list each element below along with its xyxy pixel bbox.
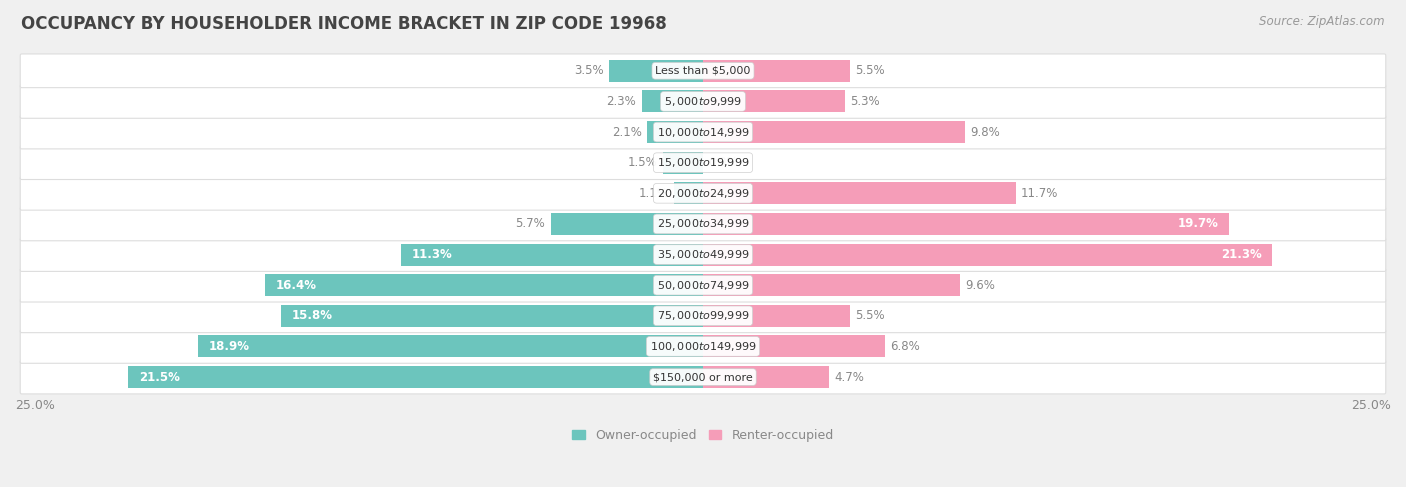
- Text: 5.5%: 5.5%: [855, 309, 884, 322]
- Text: $75,000 to $99,999: $75,000 to $99,999: [657, 309, 749, 322]
- Bar: [703, 336, 884, 357]
- Text: $150,000 or more: $150,000 or more: [654, 372, 752, 382]
- FancyBboxPatch shape: [20, 176, 1386, 210]
- FancyBboxPatch shape: [20, 115, 1386, 149]
- Bar: [551, 213, 703, 235]
- Text: 2.1%: 2.1%: [612, 126, 641, 139]
- Bar: [281, 305, 703, 327]
- Bar: [703, 121, 965, 143]
- FancyBboxPatch shape: [20, 207, 1386, 241]
- Bar: [703, 60, 851, 82]
- FancyBboxPatch shape: [20, 330, 1386, 363]
- Bar: [703, 366, 828, 388]
- FancyBboxPatch shape: [20, 299, 1386, 333]
- FancyBboxPatch shape: [20, 54, 1386, 88]
- Bar: [609, 60, 703, 82]
- Bar: [401, 244, 703, 265]
- Bar: [703, 305, 851, 327]
- Text: 16.4%: 16.4%: [276, 279, 316, 292]
- Text: 6.8%: 6.8%: [890, 340, 920, 353]
- Bar: [128, 366, 703, 388]
- Text: 21.5%: 21.5%: [139, 371, 180, 384]
- Text: 0.0%: 0.0%: [709, 156, 738, 169]
- Text: 2.3%: 2.3%: [606, 95, 636, 108]
- Text: Less than $5,000: Less than $5,000: [655, 66, 751, 76]
- Text: $25,000 to $34,999: $25,000 to $34,999: [657, 217, 749, 230]
- Bar: [703, 213, 1229, 235]
- Text: 15.8%: 15.8%: [291, 309, 332, 322]
- Text: $15,000 to $19,999: $15,000 to $19,999: [657, 156, 749, 169]
- FancyBboxPatch shape: [20, 85, 1386, 118]
- FancyBboxPatch shape: [20, 360, 1386, 394]
- Text: $35,000 to $49,999: $35,000 to $49,999: [657, 248, 749, 261]
- Text: 9.6%: 9.6%: [965, 279, 995, 292]
- Text: $20,000 to $24,999: $20,000 to $24,999: [657, 187, 749, 200]
- Text: 5.3%: 5.3%: [851, 95, 880, 108]
- Bar: [703, 91, 845, 112]
- Text: 5.5%: 5.5%: [855, 64, 884, 77]
- Bar: [662, 151, 703, 174]
- Bar: [647, 121, 703, 143]
- Text: 11.3%: 11.3%: [412, 248, 453, 261]
- Text: 18.9%: 18.9%: [208, 340, 250, 353]
- Text: 1.1%: 1.1%: [638, 187, 668, 200]
- Bar: [198, 336, 703, 357]
- Text: 5.7%: 5.7%: [516, 217, 546, 230]
- FancyBboxPatch shape: [20, 146, 1386, 180]
- Text: OCCUPANCY BY HOUSEHOLDER INCOME BRACKET IN ZIP CODE 19968: OCCUPANCY BY HOUSEHOLDER INCOME BRACKET …: [21, 15, 666, 33]
- Text: $10,000 to $14,999: $10,000 to $14,999: [657, 126, 749, 139]
- Bar: [703, 274, 959, 296]
- Text: 3.5%: 3.5%: [575, 64, 605, 77]
- Text: 4.7%: 4.7%: [834, 371, 863, 384]
- Text: 9.8%: 9.8%: [970, 126, 1000, 139]
- Text: 21.3%: 21.3%: [1220, 248, 1261, 261]
- Text: $5,000 to $9,999: $5,000 to $9,999: [664, 95, 742, 108]
- Bar: [703, 182, 1015, 205]
- Text: 19.7%: 19.7%: [1178, 217, 1219, 230]
- Text: $50,000 to $74,999: $50,000 to $74,999: [657, 279, 749, 292]
- Bar: [641, 91, 703, 112]
- Bar: [673, 182, 703, 205]
- Bar: [264, 274, 703, 296]
- Text: $100,000 to $149,999: $100,000 to $149,999: [650, 340, 756, 353]
- Text: 11.7%: 11.7%: [1021, 187, 1059, 200]
- FancyBboxPatch shape: [20, 238, 1386, 271]
- Text: Source: ZipAtlas.com: Source: ZipAtlas.com: [1260, 15, 1385, 28]
- Text: 1.5%: 1.5%: [628, 156, 658, 169]
- FancyBboxPatch shape: [20, 268, 1386, 302]
- Legend: Owner-occupied, Renter-occupied: Owner-occupied, Renter-occupied: [572, 429, 834, 442]
- Bar: [703, 244, 1272, 265]
